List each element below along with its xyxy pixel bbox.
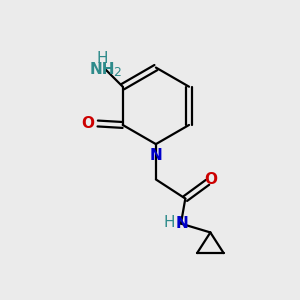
Text: 2: 2 — [113, 66, 122, 79]
Text: N: N — [149, 148, 162, 163]
Text: O: O — [81, 116, 94, 131]
Text: N: N — [176, 216, 189, 231]
Text: O: O — [204, 172, 217, 187]
Text: H: H — [96, 51, 108, 66]
Text: NH: NH — [89, 61, 115, 76]
Text: H: H — [164, 214, 176, 230]
